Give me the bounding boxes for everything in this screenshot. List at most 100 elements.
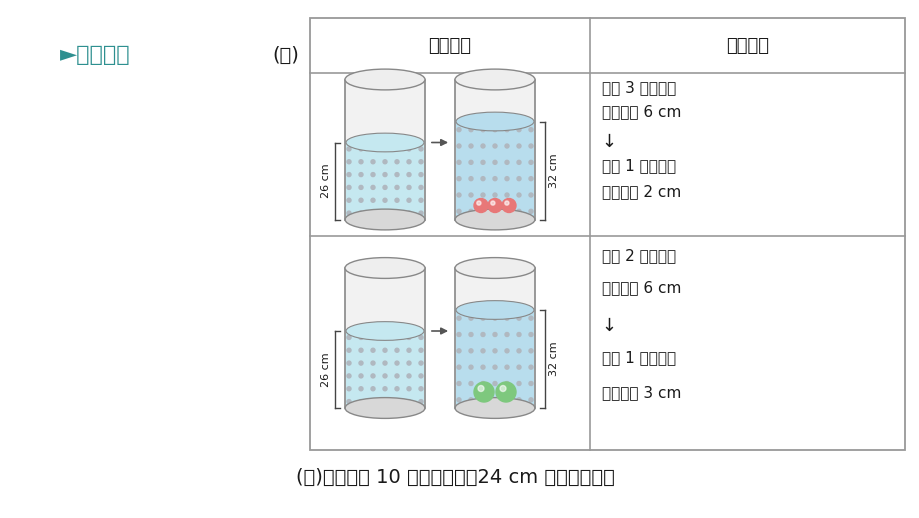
Circle shape: [358, 336, 363, 339]
Circle shape: [473, 382, 494, 402]
Text: 26 cm: 26 cm: [321, 352, 331, 387]
Circle shape: [346, 185, 351, 190]
Circle shape: [358, 147, 363, 151]
Circle shape: [469, 365, 472, 369]
Bar: [310, 18, 904, 450]
Circle shape: [382, 211, 387, 215]
Circle shape: [495, 382, 516, 402]
Circle shape: [370, 172, 375, 177]
Circle shape: [481, 381, 484, 385]
Polygon shape: [345, 268, 425, 408]
Circle shape: [394, 211, 399, 215]
Circle shape: [394, 387, 399, 391]
Circle shape: [370, 211, 375, 215]
Circle shape: [382, 160, 387, 164]
Polygon shape: [346, 331, 424, 408]
Ellipse shape: [455, 257, 535, 278]
Text: 图形信息: 图形信息: [428, 36, 471, 54]
Circle shape: [394, 374, 399, 378]
Circle shape: [469, 161, 472, 164]
Circle shape: [346, 361, 351, 365]
Circle shape: [528, 127, 532, 132]
Circle shape: [370, 160, 375, 164]
Circle shape: [457, 144, 460, 148]
Circle shape: [406, 387, 411, 391]
Circle shape: [370, 198, 375, 202]
Circle shape: [457, 365, 460, 369]
Circle shape: [406, 147, 411, 151]
Circle shape: [516, 365, 520, 369]
Ellipse shape: [346, 133, 424, 152]
Circle shape: [469, 193, 472, 197]
Text: 32 cm: 32 cm: [549, 342, 559, 376]
Text: 水面升高 3 cm: 水面升高 3 cm: [601, 385, 680, 400]
Circle shape: [528, 349, 532, 353]
Circle shape: [394, 160, 399, 164]
Circle shape: [493, 127, 496, 132]
Circle shape: [382, 198, 387, 202]
Circle shape: [418, 211, 423, 215]
Circle shape: [358, 374, 363, 378]
Circle shape: [370, 185, 375, 190]
Circle shape: [528, 316, 532, 320]
Circle shape: [516, 333, 520, 337]
Circle shape: [493, 177, 496, 181]
Circle shape: [382, 374, 387, 378]
Circle shape: [457, 398, 460, 402]
Text: (１): (１): [272, 46, 299, 65]
Circle shape: [493, 316, 496, 320]
Ellipse shape: [455, 398, 535, 419]
Polygon shape: [346, 142, 424, 220]
Circle shape: [528, 144, 532, 148]
Circle shape: [418, 198, 423, 202]
Circle shape: [394, 336, 399, 339]
Circle shape: [418, 336, 423, 339]
Circle shape: [370, 399, 375, 404]
Circle shape: [528, 193, 532, 197]
Circle shape: [346, 160, 351, 164]
Circle shape: [516, 161, 520, 164]
Circle shape: [505, 193, 508, 197]
Circle shape: [418, 160, 423, 164]
Circle shape: [418, 361, 423, 365]
Circle shape: [469, 127, 472, 132]
Circle shape: [457, 177, 460, 181]
Circle shape: [505, 381, 508, 385]
Circle shape: [505, 127, 508, 132]
Text: 放入 1 个大球，: 放入 1 个大球，: [601, 351, 675, 366]
Text: ↓: ↓: [601, 317, 616, 335]
Circle shape: [505, 349, 508, 353]
Circle shape: [505, 177, 508, 181]
Circle shape: [394, 361, 399, 365]
Text: 水面升高 2 cm: 水面升高 2 cm: [601, 184, 680, 199]
Circle shape: [457, 193, 460, 197]
Circle shape: [457, 381, 460, 385]
Circle shape: [528, 333, 532, 337]
Circle shape: [370, 374, 375, 378]
Circle shape: [346, 172, 351, 177]
Ellipse shape: [456, 300, 533, 320]
Text: 放入 1 个小球，: 放入 1 个小球，: [601, 159, 675, 174]
Circle shape: [505, 365, 508, 369]
Ellipse shape: [455, 69, 535, 90]
Text: 32 cm: 32 cm: [549, 153, 559, 188]
Circle shape: [382, 399, 387, 404]
Circle shape: [346, 336, 351, 339]
Circle shape: [481, 316, 484, 320]
Circle shape: [382, 348, 387, 352]
Circle shape: [406, 399, 411, 404]
Circle shape: [418, 348, 423, 352]
Text: 水面升高 6 cm: 水面升高 6 cm: [601, 105, 680, 120]
Circle shape: [516, 209, 520, 213]
Circle shape: [457, 127, 460, 132]
Circle shape: [481, 365, 484, 369]
Circle shape: [406, 336, 411, 339]
Circle shape: [493, 161, 496, 164]
Text: 数学关系: 数学关系: [725, 36, 768, 54]
Circle shape: [516, 316, 520, 320]
Circle shape: [370, 348, 375, 352]
Ellipse shape: [345, 69, 425, 90]
Circle shape: [505, 201, 508, 205]
Circle shape: [406, 374, 411, 378]
Circle shape: [505, 209, 508, 213]
